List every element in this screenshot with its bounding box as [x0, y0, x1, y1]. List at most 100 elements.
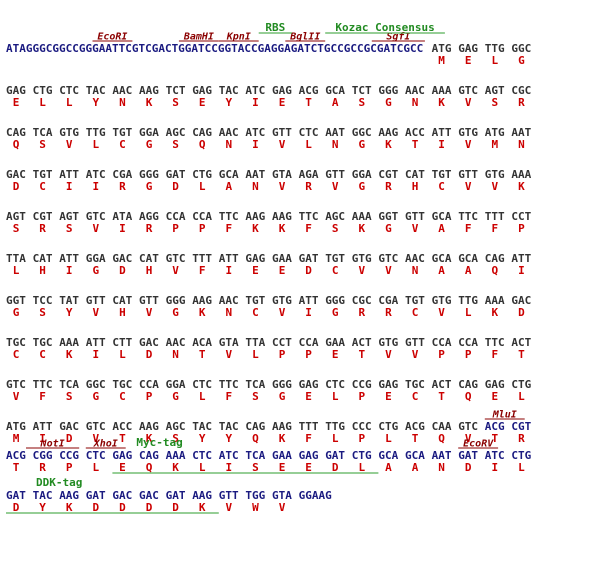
- dna-codon: CGC: [352, 294, 372, 307]
- dna-codon: TCA: [245, 378, 265, 391]
- restriction-site-label: BglII: [289, 32, 320, 43]
- dna-codon: GAC: [59, 420, 79, 433]
- amino-acid: V: [92, 222, 99, 235]
- amino-acid: G: [332, 306, 339, 319]
- amino-acid: F: [305, 432, 312, 445]
- dna-codon: TAC: [86, 84, 106, 97]
- amino-acid: L: [465, 306, 472, 319]
- amino-acid: Q: [465, 390, 472, 403]
- amino-acid: D: [66, 432, 73, 445]
- amino-acid: A: [438, 222, 445, 235]
- amino-acid: K: [518, 180, 525, 193]
- dna-codon: GGG: [272, 378, 292, 391]
- amino-acid: P: [465, 348, 472, 361]
- dna-codon: TGC: [112, 378, 132, 391]
- dna-codon: GAG: [378, 378, 398, 391]
- amino-acid: H: [119, 306, 126, 319]
- amino-acid: R: [305, 180, 312, 193]
- amino-acid: V: [358, 264, 365, 277]
- dna-codon: CAG: [485, 252, 505, 265]
- dna-codon: AAC: [405, 252, 425, 265]
- amino-acid: V: [385, 348, 392, 361]
- amino-acid: T: [13, 461, 20, 474]
- amino-acid: N: [518, 138, 525, 151]
- amino-acid: I: [225, 461, 232, 474]
- amino-acid: C: [332, 264, 339, 277]
- amino-acid: D: [146, 348, 153, 361]
- dna-codon: TGC: [33, 336, 53, 349]
- dna-codon: GTT: [139, 294, 159, 307]
- amino-acid: T: [119, 432, 126, 445]
- dna-codon: GAG: [112, 449, 132, 462]
- dna-codon: GAT: [6, 489, 26, 502]
- amino-acid: K: [66, 501, 73, 514]
- dna-codon: AGA: [299, 168, 319, 181]
- amino-acid: I: [305, 306, 312, 319]
- dna-codon: CTG: [192, 168, 212, 181]
- dna-codon: CTC: [86, 449, 106, 462]
- amino-acid: I: [39, 432, 46, 445]
- amino-acid: E: [385, 390, 392, 403]
- amino-acid: L: [491, 54, 498, 67]
- dna-codon: GCA: [432, 252, 452, 265]
- amino-acid: D: [172, 180, 179, 193]
- dna-codon: TGT: [33, 168, 53, 181]
- dna-codon: AAG: [378, 126, 398, 139]
- dna-codon: TCC: [33, 294, 53, 307]
- amino-acid: P: [518, 222, 525, 235]
- amino-acid: D: [92, 501, 99, 514]
- amino-acid: D: [13, 501, 20, 514]
- dna-codon: AAC: [219, 126, 239, 139]
- amino-acid: H: [39, 264, 46, 277]
- dna-codon: GAC: [6, 168, 26, 181]
- amino-acid: D: [119, 501, 126, 514]
- dna-codon: GTC: [166, 252, 186, 265]
- dna-codon: GCA: [325, 84, 345, 97]
- amino-acid: F: [465, 222, 472, 235]
- dna-codon: AAG: [192, 489, 212, 502]
- dna-codon: GTA: [272, 489, 292, 502]
- dna-codon: GAG: [272, 84, 292, 97]
- amino-acid: E: [305, 390, 312, 403]
- dna-codon: CCA: [139, 378, 159, 391]
- amino-acid: R: [146, 222, 153, 235]
- dna-codon: GTA: [272, 168, 292, 181]
- amino-acid: D: [305, 264, 312, 277]
- dna-codon: ATT: [59, 168, 79, 181]
- dna-codon: GAC: [112, 252, 132, 265]
- dna-codon: AGC: [166, 126, 186, 139]
- amino-acid: E: [279, 96, 286, 109]
- dna-codon: GAG: [299, 449, 319, 462]
- amino-acid: P: [172, 222, 179, 235]
- dna-codon: AAT: [245, 168, 265, 181]
- amino-acid: R: [39, 222, 46, 235]
- amino-acid: S: [252, 390, 259, 403]
- amino-acid: N: [119, 96, 126, 109]
- amino-acid: R: [385, 180, 392, 193]
- amino-acid: T: [438, 390, 445, 403]
- dna-codon: GGA: [352, 168, 372, 181]
- amino-acid: L: [13, 264, 20, 277]
- amino-acid: L: [119, 348, 126, 361]
- amino-acid: V: [172, 264, 179, 277]
- dna-codon: CTG: [378, 420, 398, 433]
- amino-acid: L: [385, 432, 392, 445]
- dna-codon: ATG: [432, 42, 452, 55]
- amino-acid: I: [66, 264, 73, 277]
- dna-codon: CAG: [245, 420, 265, 433]
- amino-acid: I: [119, 222, 126, 235]
- dna-codon: GAA: [325, 336, 345, 349]
- dna-codon: AAG: [272, 210, 292, 223]
- dna-codon: GTT: [405, 210, 425, 223]
- amino-acid: G: [172, 306, 179, 319]
- amino-acid: V: [465, 138, 472, 151]
- amino-acid: P: [358, 390, 365, 403]
- amino-acid: Q: [252, 432, 259, 445]
- amino-acid: C: [412, 306, 419, 319]
- amino-acid: H: [412, 180, 419, 193]
- amino-acid: D: [146, 501, 153, 514]
- amino-acid: P: [358, 432, 365, 445]
- amino-acid: D: [172, 501, 179, 514]
- dna-codon: AAA: [485, 294, 505, 307]
